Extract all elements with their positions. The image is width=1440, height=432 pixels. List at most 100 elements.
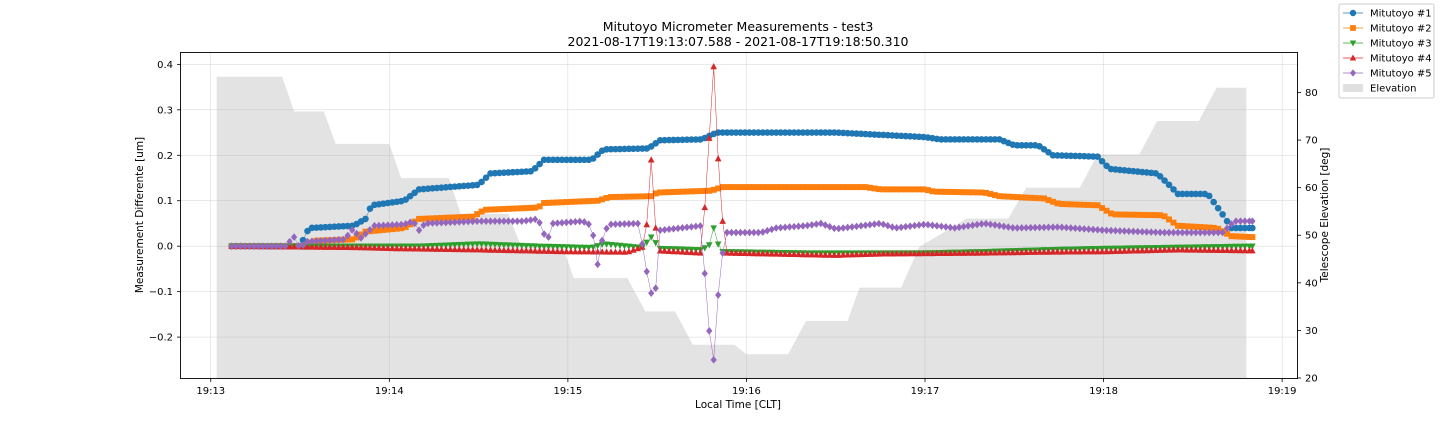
data-point	[425, 215, 431, 222]
data-point	[799, 222, 807, 230]
data-point	[964, 249, 972, 256]
data-point	[357, 234, 365, 242]
data-point	[554, 244, 561, 251]
data-point	[732, 249, 740, 256]
data-point	[969, 221, 976, 230]
data-point	[777, 184, 784, 191]
data-point	[460, 218, 467, 226]
data-point	[527, 216, 534, 224]
data-point	[1249, 234, 1256, 241]
data-point	[295, 241, 302, 250]
data-point	[1081, 225, 1088, 233]
data-point	[621, 220, 628, 228]
data-point	[558, 218, 566, 227]
data-point	[1148, 212, 1155, 219]
legend-item: Mitutoyo #2	[1343, 24, 1432, 35]
data-point	[491, 217, 499, 225]
legend-swatch	[1343, 84, 1363, 92]
data-point	[800, 184, 806, 191]
data-point	[840, 224, 847, 232]
data-point	[522, 243, 530, 250]
data-point	[1040, 248, 1048, 255]
x-tick-label: 19:13	[196, 386, 225, 397]
data-point	[322, 236, 329, 245]
data-point	[960, 222, 967, 231]
data-point	[1188, 223, 1195, 230]
data-point	[241, 242, 249, 250]
data-point	[924, 249, 932, 257]
data-point	[1000, 222, 1007, 231]
data-point	[679, 248, 686, 255]
data-point	[509, 205, 516, 212]
data-point	[1219, 211, 1226, 218]
data-point	[759, 228, 766, 236]
data-point	[688, 248, 695, 256]
data-point	[683, 248, 691, 255]
data-point	[1018, 248, 1026, 256]
data-point	[728, 228, 735, 237]
data-point	[1094, 202, 1101, 209]
data-point	[835, 224, 842, 233]
data-point	[674, 248, 682, 255]
data-point	[616, 193, 623, 200]
data-point	[465, 213, 472, 220]
data-point	[451, 218, 458, 226]
data-point	[661, 225, 668, 234]
data-point	[1156, 246, 1164, 253]
data-point	[541, 200, 548, 206]
data-point	[1031, 223, 1039, 232]
data-point	[406, 245, 414, 252]
data-point	[339, 243, 347, 251]
data-point	[661, 247, 668, 254]
data-point	[983, 189, 989, 196]
data-point	[1237, 243, 1244, 250]
data-point	[1192, 228, 1199, 237]
data-point	[290, 233, 298, 241]
data-point	[1054, 200, 1061, 207]
data-point	[701, 269, 708, 278]
data-point	[1223, 246, 1231, 254]
data-point	[357, 243, 365, 251]
data-point	[920, 186, 927, 193]
data-point	[991, 221, 999, 229]
data-point	[438, 218, 445, 227]
data-point	[723, 228, 731, 237]
data-point	[1130, 211, 1137, 218]
data-point	[1058, 248, 1066, 255]
data-point	[991, 192, 998, 199]
data-point	[1232, 246, 1240, 254]
data-point	[1139, 227, 1146, 236]
data-point	[822, 184, 829, 191]
data-point	[1237, 233, 1244, 240]
data-point	[607, 220, 615, 229]
data-point	[844, 223, 851, 232]
data-point	[344, 236, 351, 243]
data-point	[884, 221, 891, 230]
data-point	[228, 242, 235, 250]
data-point	[1152, 246, 1159, 254]
data-point	[491, 246, 499, 253]
y-tick-label: 0.1	[157, 196, 173, 207]
data-point	[951, 189, 958, 195]
data-point	[473, 246, 481, 253]
plot-frame	[180, 52, 1298, 379]
data-point	[322, 243, 329, 250]
data-point	[951, 224, 958, 232]
data-point	[460, 214, 467, 220]
data-point	[710, 186, 717, 193]
data-point	[496, 206, 503, 213]
data-point	[625, 193, 632, 200]
data-point	[451, 242, 459, 249]
data-point	[362, 244, 369, 251]
data-point	[429, 245, 436, 252]
data-point	[366, 205, 374, 212]
data-point	[1196, 246, 1204, 253]
legend-label: Mitutoyo #1	[1370, 9, 1432, 20]
data-point	[1107, 247, 1115, 255]
data-point	[839, 251, 847, 258]
data-point	[460, 245, 468, 253]
y2-tick-label: 30	[1305, 326, 1318, 337]
data-point	[777, 223, 784, 232]
data-point	[898, 186, 905, 193]
data-point	[331, 236, 338, 244]
